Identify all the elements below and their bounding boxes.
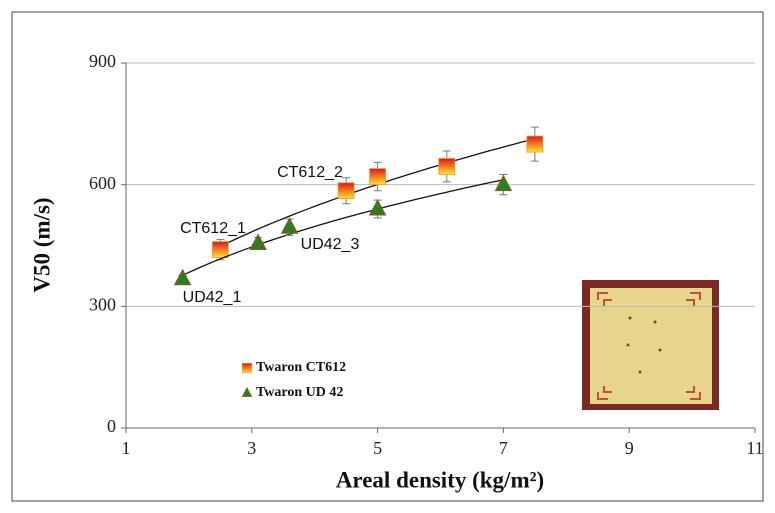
- point: [249, 233, 267, 250]
- y-axis-title: V50 (m/s): [29, 197, 54, 292]
- legend-label: Twaron UD 42: [256, 385, 343, 400]
- x-tick-label: 1: [122, 438, 131, 458]
- trend-line: [182, 179, 504, 276]
- point: [526, 135, 544, 153]
- y-tick-label: 900: [89, 51, 116, 71]
- inset-photo: [582, 280, 719, 410]
- annotation: CT612_1: [180, 220, 246, 237]
- x-axis-title: Areal density (kg/m²): [336, 467, 544, 492]
- annotation: UD42_3: [301, 236, 360, 253]
- legend-marker: [241, 386, 253, 397]
- x-tick-label: 5: [373, 438, 382, 458]
- legend-label: Twaron CT612: [256, 360, 346, 375]
- y-tick-label: 0: [107, 416, 116, 436]
- x-tick-label: 9: [625, 438, 634, 458]
- annotation: CT612_2: [277, 164, 343, 181]
- point: [173, 268, 192, 286]
- point: [369, 168, 387, 185]
- point: [211, 241, 229, 258]
- point: [337, 182, 355, 200]
- point: [494, 174, 513, 192]
- point: [368, 198, 387, 216]
- point: [280, 217, 299, 234]
- x-tick-label: 11: [746, 438, 763, 458]
- y-tick-label: 300: [89, 294, 116, 314]
- legend-marker: [241, 362, 253, 374]
- annotation: UD42_1: [183, 289, 242, 306]
- x-tick-label: 7: [499, 438, 508, 458]
- point: [438, 158, 456, 175]
- frame: [11, 11, 764, 502]
- x-tick-label: 3: [247, 438, 256, 458]
- y-tick-label: 600: [89, 173, 116, 193]
